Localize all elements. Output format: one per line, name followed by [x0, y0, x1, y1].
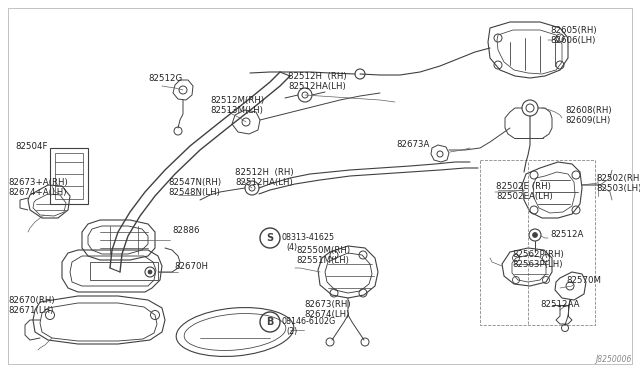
Text: 82512H  (RH)
82512HA(LH): 82512H (RH) 82512HA(LH)	[235, 168, 294, 187]
Text: B: B	[266, 317, 274, 327]
Text: 82605(RH)
82606(LH): 82605(RH) 82606(LH)	[550, 26, 596, 45]
Text: 82570M: 82570M	[566, 276, 601, 285]
Bar	[480, 160, 595, 325]
Text: 82562P(RH)
82563P(LH): 82562P(RH) 82563P(LH)	[512, 250, 564, 269]
Text: 82670H: 82670H	[174, 262, 208, 271]
Text: 82673A: 82673A	[396, 140, 429, 149]
Text: 82512AA: 82512AA	[540, 300, 579, 309]
Text: 82512M(RH)
82513M(LH): 82512M(RH) 82513M(LH)	[210, 96, 264, 115]
Text: 82608(RH)
82609(LH): 82608(RH) 82609(LH)	[565, 106, 612, 125]
Circle shape	[532, 232, 538, 237]
Text: 82547N(RH)
82548N(LH): 82547N(RH) 82548N(LH)	[168, 178, 221, 198]
Text: 82512H  (RH)
82512HA(LH): 82512H (RH) 82512HA(LH)	[288, 72, 347, 92]
Text: (4): (4)	[286, 243, 297, 252]
Text: 08146-6102G: 08146-6102G	[282, 317, 336, 326]
Text: J8250006: J8250006	[596, 355, 632, 364]
Text: 82550M(RH)
82551M(LH): 82550M(RH) 82551M(LH)	[296, 246, 350, 265]
Text: 82670(RH)
82671(LH): 82670(RH) 82671(LH)	[8, 296, 54, 315]
Bar	[55, 153, 83, 199]
Bar	[50, 148, 88, 204]
Text: 82502E (RH)
82502EA(LH): 82502E (RH) 82502EA(LH)	[496, 182, 553, 201]
Text: 82512A: 82512A	[550, 230, 584, 239]
Text: 82673+A(RH)
82674+A(LH): 82673+A(RH) 82674+A(LH)	[8, 178, 68, 198]
Text: 82502(RH)
82503(LH): 82502(RH) 82503(LH)	[596, 174, 640, 193]
Text: 82512G: 82512G	[148, 74, 182, 83]
Text: (2): (2)	[286, 327, 297, 336]
Text: S: S	[266, 233, 273, 243]
Circle shape	[148, 270, 152, 274]
Bar	[90, 262, 158, 280]
Text: 08313-41625: 08313-41625	[282, 233, 335, 242]
Text: 82886: 82886	[172, 226, 200, 235]
Text: 82504F: 82504F	[15, 142, 47, 151]
Text: 82673(RH)
82674(LH): 82673(RH) 82674(LH)	[304, 300, 351, 320]
